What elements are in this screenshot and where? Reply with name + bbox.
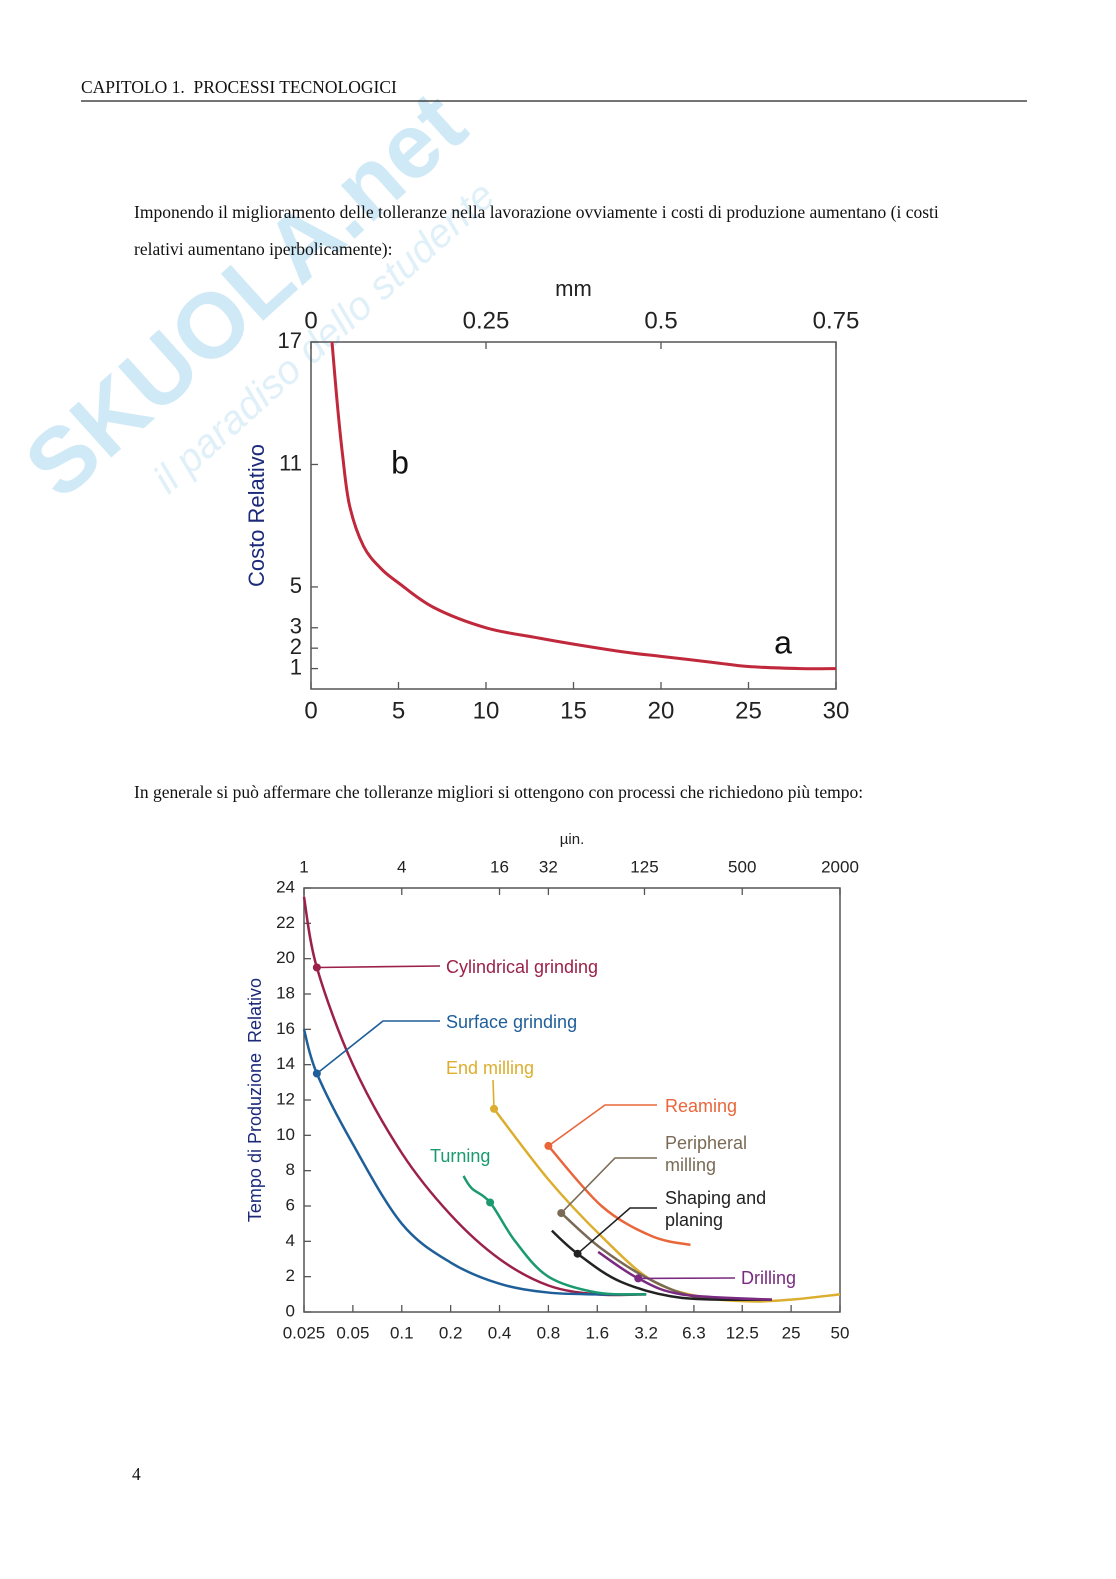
series-label: Surface grinding [446,1012,578,1032]
x-tick-label: 1.6 [585,1323,609,1342]
y-tick-label: 10 [276,1125,295,1144]
x2-tick-label: 1 [299,857,308,876]
x2-tick-label: 0.75 [813,307,860,334]
series-marker [634,1274,643,1283]
y-axis-title: Costo Relativo [244,444,269,587]
y-tick-label: 18 [276,983,295,1002]
series-marker [544,1141,553,1150]
series-label: Turning [430,1146,491,1166]
x2-tick-label: 4 [397,857,406,876]
x-tick-label: 6.3 [682,1323,706,1342]
y-tick-label: 22 [276,913,295,932]
y-tick-label: 20 [276,948,295,967]
x-tick-label: 10 [473,697,500,724]
y-tick-label: 5 [290,573,302,598]
y-tick-label: 3 [290,614,302,639]
x2-tick-label: 125 [630,857,658,876]
series-marker [573,1249,582,1258]
series-marker [486,1198,495,1207]
x-tick-label: 0.025 [283,1323,326,1342]
paragraph: In generale si può affermare che tollera… [134,782,864,802]
x-tick-label: 25 [782,1323,801,1342]
x-tick-label: 0 [304,697,317,724]
y-tick-label: 2 [286,1266,295,1285]
x-tick-label: 12.5 [726,1323,759,1342]
x2-tick-label: 32 [539,857,558,876]
leader-line [492,1079,495,1109]
plot-frame [310,341,837,690]
leader-line [316,965,441,969]
series-label: Peripheral milling [665,1133,748,1175]
y-tick-label: 17 [278,328,302,353]
x2-tick-label: 0 [304,307,317,334]
leader-line [577,1207,657,1255]
x-tick-label: 0.05 [336,1323,369,1342]
x2-axis-title: µin. [560,831,585,848]
x-tick-label: 0.1 [390,1323,414,1342]
series-label: Reaming [665,1096,738,1116]
y-tick-label: 1 [290,654,302,679]
line-series [302,1028,647,1296]
series-marker [557,1209,566,1218]
y-tick-label: 4 [286,1231,295,1250]
x-tick-label: 0.4 [488,1323,512,1342]
line-series [547,1145,691,1247]
y-axis-title: Tempo di Produzione Relativo [245,978,265,1222]
series-label: End milling [446,1058,535,1078]
y-tick-label: 14 [276,1054,295,1073]
annotation: a [774,624,792,660]
x-tick-label: 15 [560,697,587,724]
x-tick-label: 50 [831,1323,850,1342]
y-tick-label: 11 [279,450,302,475]
y-tick-label: 0 [286,1301,295,1320]
x-tick-label: 0.2 [439,1323,463,1342]
line-series [597,1250,772,1301]
x2-tick-label: 0.25 [463,307,510,334]
line-series [462,1175,647,1296]
line-series [302,896,647,1297]
leader-line [547,1104,657,1147]
series-marker [490,1104,499,1113]
leader-line [316,1020,440,1075]
x2-tick-label: 2000 [821,857,859,876]
series-label: Shaping and planing [665,1188,767,1230]
leader-line [560,1157,657,1214]
y-tick-label: 6 [286,1195,295,1214]
annotation: b [391,444,409,480]
x-tick-label: 25 [735,697,762,724]
x-tick-label: 5 [392,697,405,724]
x-tick-label: 3.2 [634,1323,658,1342]
paragraph: Imponendo il miglioramento delle tollera… [134,202,939,259]
x2-axis-title: mm [555,276,592,301]
y-tick-label: 2 [290,634,302,659]
series-marker [312,963,321,972]
line-series [330,341,837,671]
x-tick-label: 20 [648,697,675,724]
line-series [550,1229,772,1301]
y-tick-label: 16 [276,1019,295,1038]
series-label: Drilling [741,1268,797,1288]
x-tick-label: 30 [823,697,850,724]
y-tick-label: 12 [276,1089,295,1108]
x-tick-label: 0.8 [537,1323,561,1342]
y-tick-label: 24 [276,877,295,896]
header-title: CAPITOLO 1. PROCESSI TECNOLOGICI [81,77,397,97]
x2-tick-label: 16 [490,857,509,876]
x2-tick-label: 0.5 [644,307,677,334]
series-label: Cylindrical grinding [446,957,599,977]
series-marker [312,1069,321,1078]
y-tick-label: 8 [286,1160,295,1179]
page-number: 4 [132,1464,141,1484]
x2-tick-label: 500 [728,857,756,876]
